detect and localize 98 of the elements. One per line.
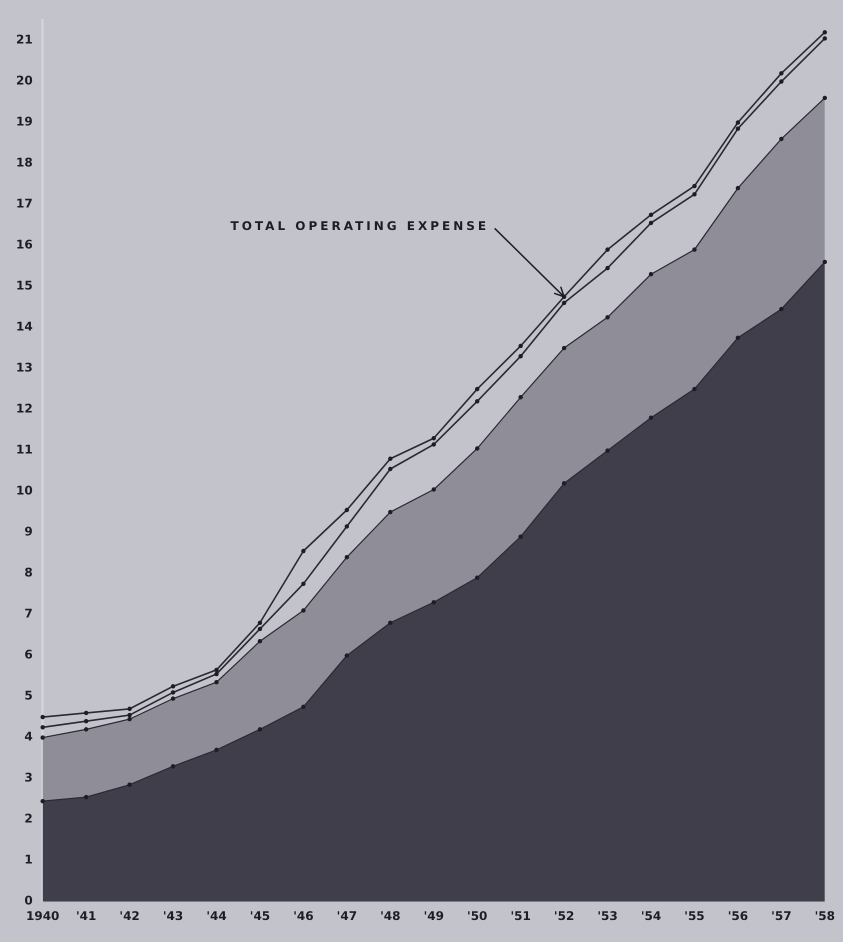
point	[40, 798, 45, 804]
point	[344, 524, 350, 529]
point	[388, 466, 393, 472]
annotation: TOTAL OPERATING EXPENSE	[230, 218, 490, 233]
point	[127, 712, 132, 718]
point	[605, 448, 610, 453]
y-tick-label: 21	[16, 32, 33, 47]
point	[822, 260, 828, 264]
point	[779, 71, 784, 76]
x-tick-label: '58	[814, 908, 835, 923]
x-tick-label: '50	[467, 908, 488, 923]
y-tick-label: 2	[24, 812, 33, 826]
x-tick-label: '52	[554, 908, 574, 923]
y-tick-label: 4	[24, 730, 33, 744]
y-tick-label: 5	[24, 688, 33, 703]
point	[562, 481, 566, 486]
point	[736, 336, 740, 340]
y-tick-label: 1	[24, 852, 33, 867]
x-tick-label: '51	[510, 908, 531, 923]
point	[822, 30, 828, 34]
y-tick-label: 7	[24, 606, 33, 621]
y-tick-label: 6	[24, 648, 33, 662]
point	[648, 212, 654, 217]
point	[518, 344, 523, 348]
point	[475, 575, 480, 580]
point	[432, 600, 436, 604]
point	[475, 386, 480, 392]
x-tick-label: '47	[336, 908, 358, 923]
y-tick-label: 14	[16, 320, 33, 334]
point	[475, 399, 480, 404]
point	[170, 690, 176, 695]
y-tick-label: 12	[16, 402, 33, 416]
x-tick-label: '54	[640, 908, 662, 923]
x-tick-label: '49	[424, 908, 444, 923]
y-tick-label: 9	[24, 524, 33, 539]
point	[692, 386, 697, 392]
y-tick-label: 11	[16, 442, 33, 457]
y-tick-label: 16	[16, 238, 33, 252]
x-tick-label: 1940	[26, 908, 60, 923]
point	[648, 416, 654, 420]
y-tick-label: 10	[16, 484, 33, 498]
point	[258, 626, 262, 632]
point	[301, 582, 306, 586]
y-tick-label: 18	[16, 156, 33, 170]
point	[84, 794, 88, 800]
point	[779, 306, 784, 312]
x-tick-label: '56	[728, 908, 748, 923]
y-tick-label: 8	[24, 566, 33, 580]
point	[127, 782, 132, 787]
point	[432, 442, 436, 447]
point	[258, 620, 262, 625]
y-tick-label: 17	[16, 196, 33, 211]
x-tick-label: '48	[380, 908, 400, 923]
point	[388, 456, 393, 461]
point	[692, 192, 697, 196]
point	[518, 354, 523, 358]
point	[388, 620, 393, 625]
point	[344, 653, 350, 658]
point	[648, 220, 654, 226]
point	[40, 725, 45, 730]
point	[736, 126, 740, 131]
point	[170, 684, 176, 689]
x-tick-label: '42	[119, 908, 140, 923]
x-tick-label: '46	[293, 908, 314, 923]
x-tick-label: '44	[206, 908, 227, 923]
point	[605, 266, 610, 270]
point	[301, 548, 306, 554]
point	[214, 672, 219, 676]
point	[258, 727, 262, 732]
x-tick-label: '45	[250, 908, 270, 923]
y-tick-label: 13	[16, 360, 33, 375]
x-tick-label: '43	[162, 908, 184, 923]
point	[84, 710, 88, 716]
x-tick-label: '41	[76, 908, 96, 923]
point	[779, 79, 784, 84]
y-tick-label: 0	[24, 894, 33, 908]
point	[84, 718, 88, 724]
point	[432, 436, 436, 440]
x-tick-label: '53	[597, 908, 618, 923]
point	[170, 764, 176, 768]
point	[214, 668, 219, 672]
y-tick-label: 20	[16, 74, 33, 88]
point	[736, 120, 740, 125]
y-tick-label: 19	[16, 114, 33, 129]
point	[692, 184, 697, 188]
point	[344, 508, 350, 512]
x-tick-label: '57	[771, 908, 792, 923]
point	[40, 714, 45, 720]
point	[822, 36, 828, 41]
x-tick-label: '55	[684, 908, 705, 923]
y-tick-label: 15	[16, 278, 33, 293]
point	[127, 706, 132, 712]
point	[214, 748, 219, 752]
point	[301, 704, 306, 710]
point	[518, 534, 523, 539]
y-tick-label: 3	[24, 770, 33, 785]
point	[562, 300, 566, 306]
point	[605, 247, 610, 252]
